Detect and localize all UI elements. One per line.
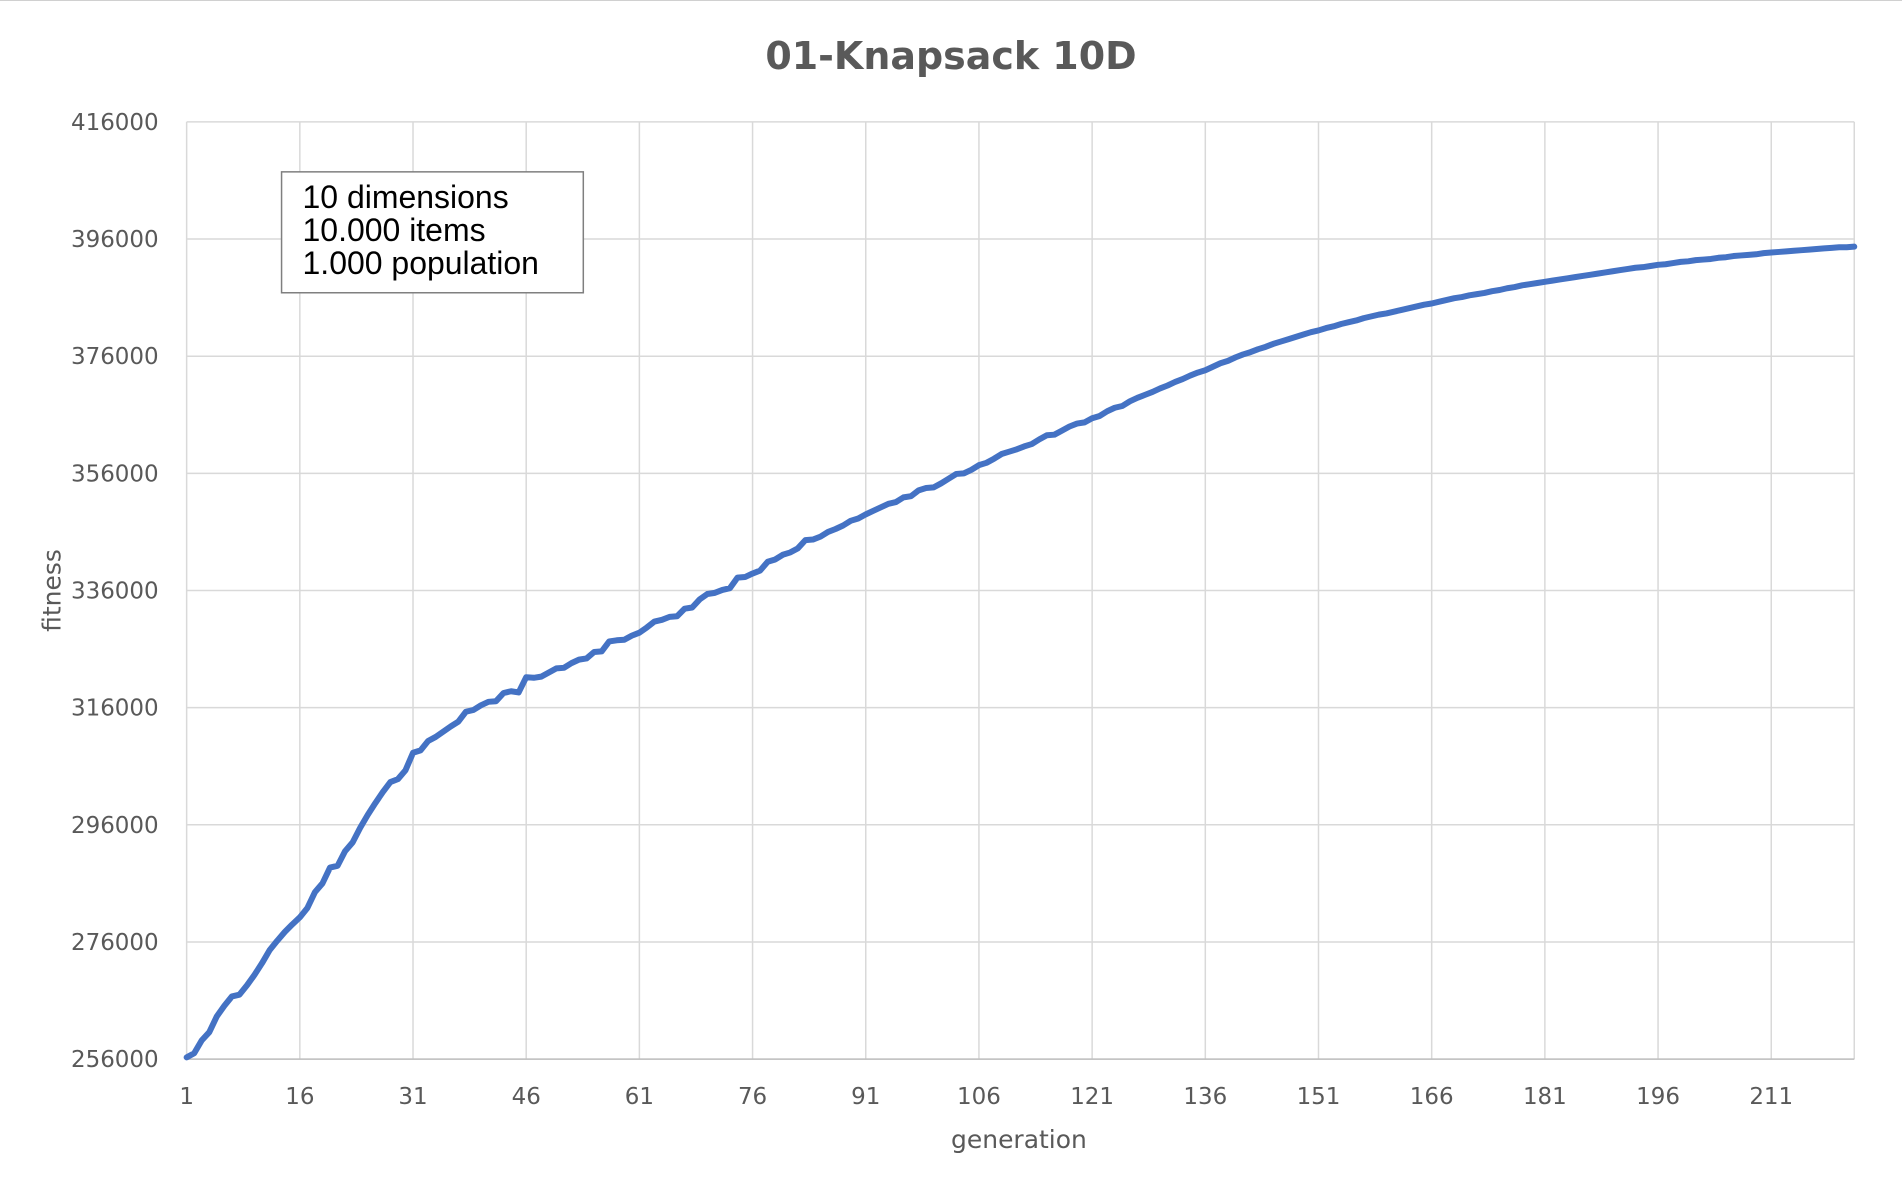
chart-title: 01-Knapsack 10D: [765, 34, 1136, 78]
x-tick-label: 31: [398, 1084, 427, 1110]
series-layer: [183, 243, 1858, 1061]
x-tick-label: 76: [738, 1084, 767, 1110]
x-tick-label: 136: [1183, 1084, 1227, 1110]
y-tick-label: 256000: [71, 1047, 159, 1073]
x-tick-label: 121: [1070, 1084, 1114, 1110]
x-tick-label: 151: [1297, 1084, 1341, 1110]
series-line: [183, 243, 1858, 1061]
y-axis-title: fitness: [38, 549, 67, 632]
y-tick-label: 276000: [71, 930, 159, 956]
y-tick-label: 296000: [71, 813, 159, 839]
x-tick-label: 211: [1749, 1084, 1793, 1110]
y-tick-label: 396000: [71, 227, 159, 253]
annotation-line: 10 dimensions: [303, 179, 509, 215]
y-tick-label: 336000: [71, 578, 159, 604]
y-tick-label: 316000: [71, 696, 159, 722]
x-tick-label: 106: [957, 1084, 1001, 1110]
x-tick-label: 196: [1636, 1084, 1680, 1110]
x-tick-label: 166: [1410, 1084, 1454, 1110]
y-tick-label: 376000: [71, 344, 159, 370]
x-tick-label: 91: [851, 1084, 880, 1110]
x-tick-label: 181: [1523, 1084, 1567, 1110]
annotation-frame: [280, 171, 585, 294]
x-tick-label: 16: [285, 1084, 314, 1110]
annotation-box: 10 dimensions 10.000 items 1.000 populat…: [280, 171, 585, 294]
annotation-line: 10.000 items: [303, 212, 486, 248]
y-tick-label: 416000: [71, 110, 159, 136]
x-axis-ticks: 1 16 31 46 61 76 91 106 121 136 151 166 181 196 211: [179, 1084, 1793, 1110]
y-tick-label: 356000: [71, 461, 159, 487]
y-axis-ticks: 256000 276000 296000 316000 336000 356000 3760…: [71, 110, 159, 1073]
x-tick-label: 1: [179, 1084, 194, 1110]
x-tick-label: 61: [625, 1084, 654, 1110]
annotation-line: 1.000 population: [303, 245, 539, 281]
x-tick-label: 46: [512, 1084, 541, 1110]
x-axis-title: generation: [951, 1125, 1087, 1154]
